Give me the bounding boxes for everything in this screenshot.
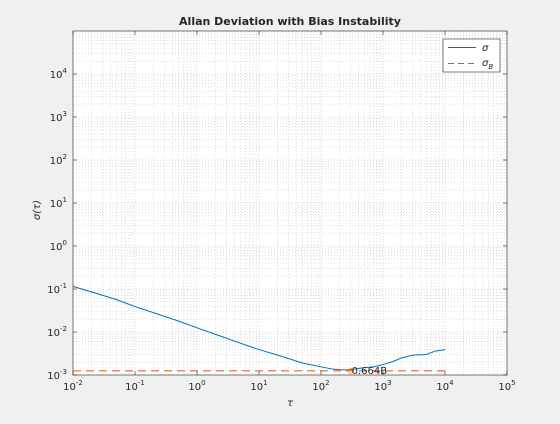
x-tick-label: 103 — [374, 379, 391, 393]
series-line-sigma — [72, 285, 446, 371]
plot-area — [73, 31, 507, 375]
x-tick-label: 104 — [436, 379, 454, 393]
y-tick-label: 102 — [50, 153, 67, 167]
chart-title: Allan Deviation with Bias Instability — [179, 15, 401, 28]
legend-label-sigma-b: σB — [482, 58, 493, 71]
y-tick-label: 101 — [50, 196, 67, 210]
annotation-marker — [347, 367, 354, 374]
legend-label-sigma: σ — [482, 43, 489, 54]
x-tick-label: 100 — [188, 379, 205, 393]
annotation-label: 0.664B — [352, 366, 388, 377]
x-axis-label: τ — [287, 398, 294, 409]
x-tick-label: 102 — [312, 379, 329, 393]
y-axis-label: σ(τ) — [32, 200, 43, 220]
x-tick-label: 105 — [498, 379, 515, 393]
ticks-layer: 10-2 10-1 100 101 102 103 104 10510-310-210-110… — [47, 31, 516, 393]
y-tick-label: 10-3 — [47, 368, 67, 382]
x-tick-label: 10-1 — [125, 379, 145, 393]
legend: σ σB — [442, 38, 501, 73]
y-tick-label: 103 — [50, 110, 67, 124]
y-tick-label: 10-2 — [47, 325, 67, 339]
legend-box — [442, 38, 501, 73]
series-layer — [72, 285, 446, 372]
y-tick-label: 104 — [50, 67, 68, 81]
y-tick-label: 10-1 — [47, 282, 67, 296]
y-tick-label: 100 — [50, 239, 67, 253]
annotation-layer: 0.664B — [347, 366, 388, 377]
x-tick-label: 10-2 — [63, 379, 83, 393]
x-tick-label: 101 — [250, 379, 267, 393]
